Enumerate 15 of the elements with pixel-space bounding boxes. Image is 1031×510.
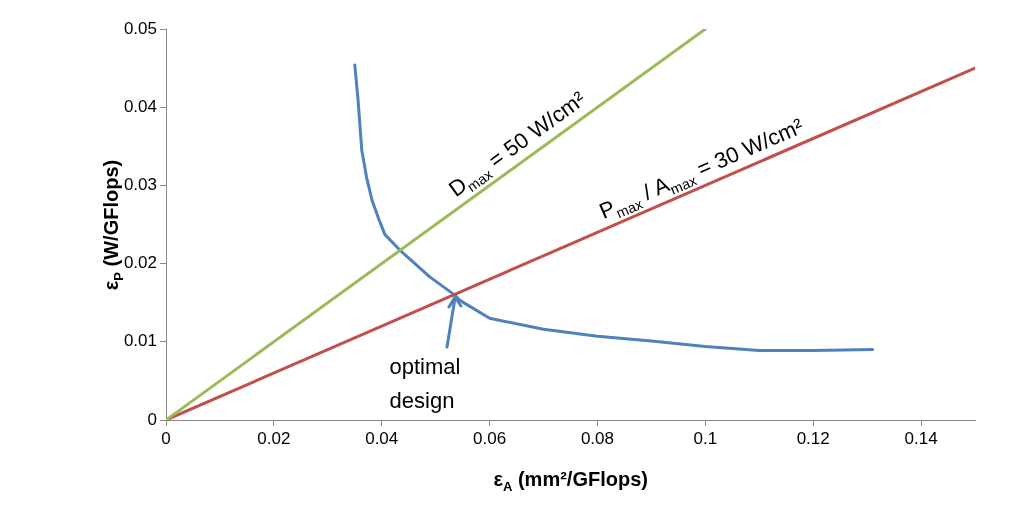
annotation: optimal design bbox=[389, 352, 462, 415]
y-tick-label: 0 bbox=[147, 409, 157, 429]
x-tick-label: 0.1 bbox=[693, 428, 718, 448]
x-tick-label: 0.04 bbox=[365, 428, 399, 448]
y-tick-label: 0.01 bbox=[123, 331, 157, 351]
x-tick-label: 0.08 bbox=[580, 428, 615, 448]
x-tick-label: 0.14 bbox=[904, 428, 938, 448]
x-tick-label: 0.02 bbox=[257, 428, 291, 448]
x-tick-label: 0.12 bbox=[796, 428, 830, 448]
x-axis-title: ε$_{A}$ (mm²/GFlops) bbox=[493, 468, 648, 494]
y-tick-label: 0.04 bbox=[123, 96, 157, 116]
y-tick-label: 0.05 bbox=[123, 18, 157, 38]
y-tick-label: 0.03 bbox=[123, 175, 157, 195]
x-tick-label: 0.06 bbox=[473, 428, 507, 448]
x-tick-label: 0 bbox=[161, 428, 171, 448]
